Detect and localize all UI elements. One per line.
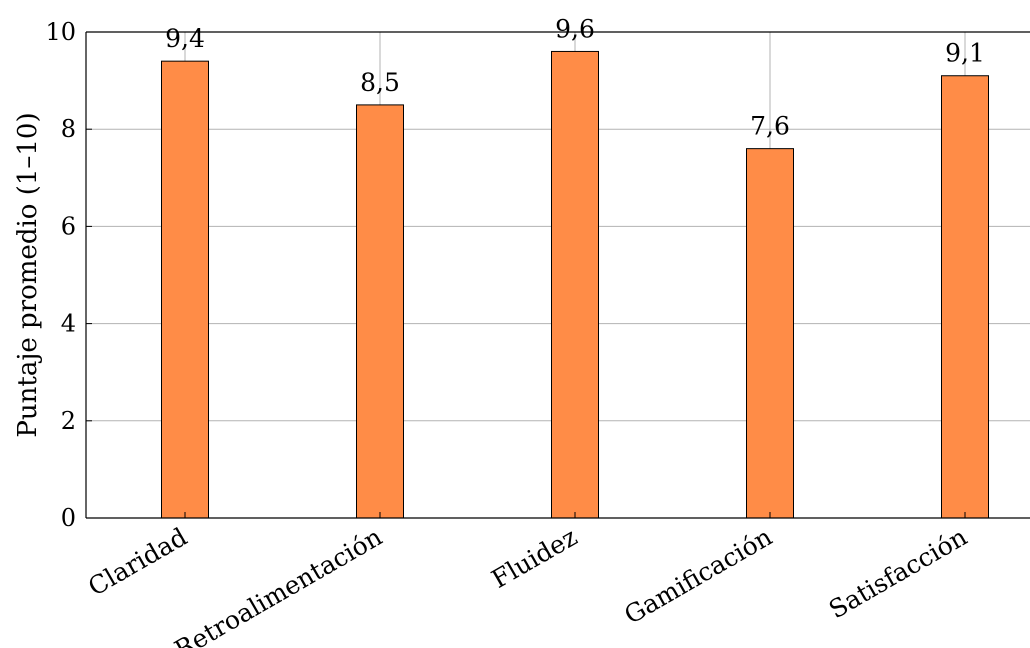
bar-retroalimentación (356, 104, 404, 519)
bar-value-label: 8,5 (360, 68, 400, 97)
y-tick-label: 4 (61, 310, 76, 338)
bar-claridad (161, 60, 209, 519)
x-tick-label: Gamificación (619, 522, 777, 630)
y-tick-label: 0 (61, 504, 76, 532)
bar-value-label: 7,6 (750, 112, 790, 141)
y-tick-label: 8 (61, 115, 76, 143)
x-tick-label: Claridad (83, 522, 192, 602)
bar-value-label: 9,4 (165, 24, 205, 53)
y-axis-label: Puntaje promedio (1–10) (13, 112, 43, 437)
x-tick-label: Fluidez (487, 522, 582, 594)
bar-fluidez (551, 50, 599, 519)
bar-value-label: 9,6 (555, 14, 595, 43)
bars-layer (161, 50, 989, 519)
x-tick-label: Satisfacción (824, 522, 972, 624)
x-tick-label: Retroalimentación (170, 522, 387, 648)
y-tick-label: 10 (45, 18, 76, 46)
bar-satisfacción (941, 75, 989, 519)
y-tick-label: 6 (61, 212, 76, 240)
bar-gamificación (746, 148, 794, 519)
axes-layer (85, 31, 1030, 519)
y-tick-label: 2 (61, 407, 76, 435)
bar-value-label: 9,1 (945, 39, 985, 68)
